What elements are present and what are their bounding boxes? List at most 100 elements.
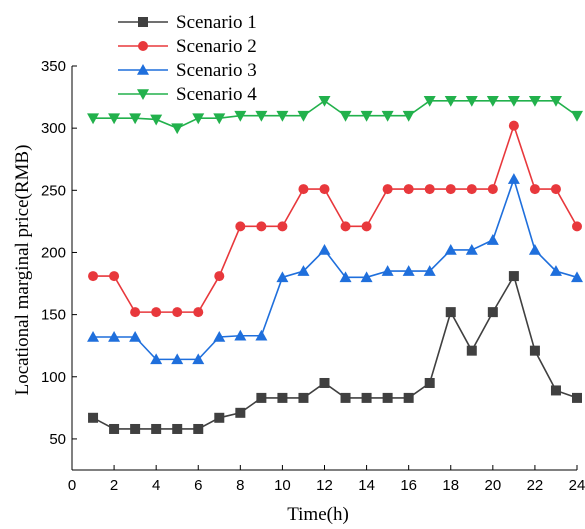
data-point-scenario-3 xyxy=(213,330,226,342)
data-point-scenario-4 xyxy=(171,123,184,135)
x-tick-label: 0 xyxy=(68,477,76,494)
data-point-scenario-1 xyxy=(382,392,393,403)
data-point-scenario-3 xyxy=(402,265,415,276)
data-point-scenario-4 xyxy=(571,110,583,122)
data-point-scenario-4 xyxy=(486,96,499,107)
data-point-scenario-4 xyxy=(465,96,478,107)
data-point-scenario-1 xyxy=(277,392,288,403)
data-point-scenario-3 xyxy=(507,173,520,184)
data-point-scenario-2 xyxy=(487,184,498,195)
legend-item-scenario-2: Scenario 2 xyxy=(118,36,257,57)
data-point-scenario-4 xyxy=(381,110,394,122)
x-axis-title: Time(h) xyxy=(287,504,349,525)
x-tick-label: 6 xyxy=(194,477,202,494)
data-point-scenario-2 xyxy=(298,184,309,195)
data-point-scenario-1 xyxy=(466,345,477,356)
data-point-scenario-3 xyxy=(150,353,163,365)
data-point-scenario-4 xyxy=(276,110,289,122)
legend-item-scenario-1: Scenario 1 xyxy=(118,12,257,33)
series-scenario-3 xyxy=(87,173,583,365)
data-point-scenario-1 xyxy=(361,392,372,403)
data-point-scenario-1 xyxy=(403,392,414,403)
legend-marker xyxy=(137,89,149,100)
y-tick-label: 200 xyxy=(41,244,66,261)
data-point-scenario-3 xyxy=(192,353,205,365)
data-point-scenario-4 xyxy=(255,110,268,122)
data-point-scenario-2 xyxy=(235,221,246,232)
data-point-scenario-1 xyxy=(130,423,141,434)
data-point-scenario-3 xyxy=(339,271,352,283)
legend-item-scenario-4: Scenario 4 xyxy=(118,84,257,105)
y-tick-label: 50 xyxy=(49,431,66,448)
data-point-scenario-4 xyxy=(87,113,100,125)
data-point-scenario-4 xyxy=(213,113,226,125)
data-point-scenario-1 xyxy=(340,392,351,403)
data-point-scenario-2 xyxy=(550,184,561,195)
x-tick-label: 16 xyxy=(400,477,417,494)
data-point-scenario-2 xyxy=(319,184,330,195)
legend-label: Scenario 2 xyxy=(176,36,257,57)
legend-label: Scenario 4 xyxy=(176,84,257,105)
data-point-scenario-3 xyxy=(465,243,478,255)
x-tick-label: 22 xyxy=(527,477,544,494)
data-point-scenario-3 xyxy=(129,330,142,342)
data-point-scenario-3 xyxy=(381,265,394,276)
data-point-scenario-2 xyxy=(361,221,372,232)
data-point-scenario-4 xyxy=(129,113,142,125)
x-tick-label: 8 xyxy=(236,477,244,494)
x-tick-label: 24 xyxy=(569,477,585,494)
legend: Scenario 1 Scenario 2 Scenario 3 Scenario 4 xyxy=(118,12,257,105)
data-point-scenario-2 xyxy=(130,307,141,318)
data-point-scenario-4 xyxy=(423,96,436,107)
x-tick-label: 14 xyxy=(358,477,375,494)
data-point-scenario-3 xyxy=(255,329,268,341)
data-point-scenario-3 xyxy=(549,265,562,276)
legend-marker xyxy=(138,41,148,51)
data-point-scenario-2 xyxy=(214,271,225,282)
data-point-scenario-3 xyxy=(297,265,310,276)
axes xyxy=(71,66,577,471)
y-tick-label: 350 xyxy=(41,58,66,75)
data-point-scenario-1 xyxy=(319,377,330,388)
data-point-scenario-1 xyxy=(88,412,99,423)
data-point-scenario-1 xyxy=(298,392,309,403)
data-point-scenario-4 xyxy=(402,110,415,122)
data-point-scenario-3 xyxy=(108,330,121,342)
data-point-scenario-2 xyxy=(193,307,204,318)
data-point-scenario-2 xyxy=(172,307,183,318)
data-point-scenario-2 xyxy=(151,307,162,318)
data-point-scenario-2 xyxy=(277,221,288,232)
data-point-scenario-4 xyxy=(444,96,457,107)
data-point-scenario-2 xyxy=(382,184,393,195)
data-point-scenario-3 xyxy=(234,329,247,341)
data-point-scenario-3 xyxy=(318,243,331,255)
data-point-scenario-4 xyxy=(150,114,163,126)
data-point-scenario-4 xyxy=(234,110,247,122)
y-tick-label: 300 xyxy=(41,120,66,137)
data-point-scenario-4 xyxy=(297,110,310,122)
data-point-scenario-3 xyxy=(276,271,289,283)
data-point-scenario-1 xyxy=(109,423,120,434)
data-point-scenario-1 xyxy=(172,423,183,434)
data-point-scenario-1 xyxy=(508,271,519,282)
data-point-scenario-4 xyxy=(318,96,331,107)
x-axis-ticks: 0 2 4 6 8 10 12 14 16 18 20 22 24 xyxy=(68,465,585,494)
y-tick-label: 250 xyxy=(41,182,66,199)
data-point-scenario-4 xyxy=(339,110,352,122)
data-point-scenario-1 xyxy=(193,423,204,434)
legend-item-scenario-3: Scenario 3 xyxy=(118,60,257,81)
data-point-scenario-4 xyxy=(108,113,121,125)
series-line-scenario-1 xyxy=(92,274,578,430)
data-point-scenario-2 xyxy=(508,120,519,131)
data-point-scenario-4 xyxy=(507,96,520,107)
legend-marker xyxy=(137,64,149,75)
series-scenario-1 xyxy=(88,271,582,434)
y-tick-label: 150 xyxy=(41,307,66,324)
legend-marker xyxy=(138,17,148,27)
data-point-scenario-1 xyxy=(151,423,162,434)
series-scenario-2 xyxy=(88,120,582,318)
x-tick-label: 18 xyxy=(442,477,459,494)
data-point-scenario-3 xyxy=(444,243,457,255)
series-layer xyxy=(87,96,583,434)
